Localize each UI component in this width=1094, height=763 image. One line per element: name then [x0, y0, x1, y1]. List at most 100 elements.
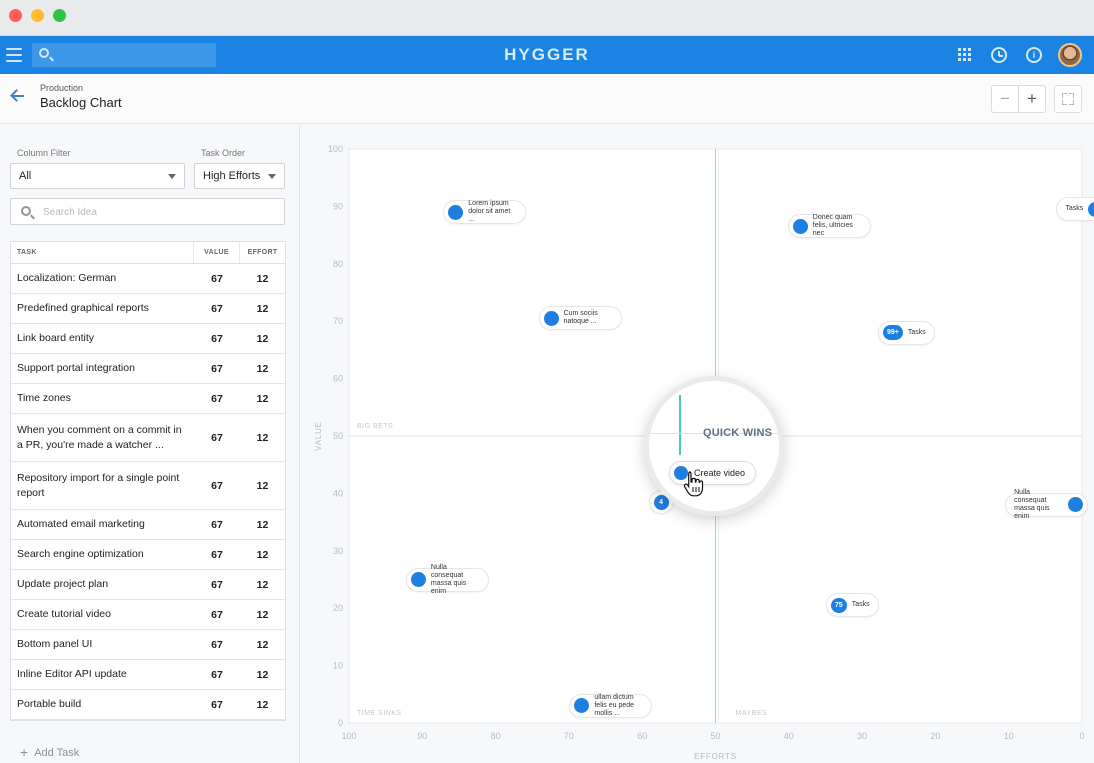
point-label: ullam dictum felis eu pede mollis ... — [594, 693, 635, 717]
back-arrow-icon[interactable] — [10, 88, 26, 104]
task-point — [1068, 497, 1084, 513]
x-tick-label: 50 — [710, 731, 720, 741]
table-row[interactable]: Link board entity 67 12 — [11, 324, 285, 354]
task-name: Update project plan — [17, 578, 109, 590]
task-bubble[interactable]: Lorem ipsum dolor sit amet ... — [443, 200, 527, 225]
add-task-button[interactable]: + Add Task — [20, 744, 79, 760]
task-effort: 12 — [256, 302, 269, 315]
task-bubble[interactable]: Cum sociis natoque ... — [538, 306, 622, 331]
quadrant-label-maybes: MAYBES — [736, 710, 768, 717]
task-order-value: High Efforts — [203, 170, 261, 182]
task-point — [574, 698, 590, 714]
table-row[interactable]: When you comment on a commit in a PR, yo… — [11, 414, 285, 462]
task-point — [674, 466, 688, 480]
clock-icon[interactable] — [991, 47, 1007, 63]
task-group-bubble[interactable]: 75 Tasks — [825, 593, 879, 618]
table-row[interactable]: Update project plan 67 12 — [11, 570, 285, 600]
quadrant-divider-zoomed-h — [649, 433, 779, 434]
task-value: 67 — [211, 479, 223, 492]
task-name: Link board entity — [17, 332, 95, 344]
y-tick-label: 20 — [333, 603, 343, 613]
chevron-down-icon — [168, 174, 176, 179]
table-row[interactable]: Inline Editor API update 67 12 — [11, 660, 285, 690]
y-tick-label: 90 — [333, 201, 343, 211]
task-effort: 12 — [256, 392, 269, 405]
zoom-out-button[interactable]: − — [991, 85, 1019, 113]
zoom-in-button[interactable]: + — [1018, 85, 1046, 113]
task-group-bubble[interactable]: Tasks 8 — [1056, 197, 1094, 222]
task-value: 67 — [211, 392, 223, 405]
page-title: Backlog Chart — [40, 95, 122, 110]
point-label: Nulla consequat massa quis enim — [430, 563, 467, 595]
point-label: Lorem ipsum dolor sit amet ... — [468, 200, 511, 224]
search-idea-field[interactable] — [10, 198, 285, 225]
header-task[interactable]: TASK — [11, 242, 194, 263]
task-order-label: Task Order — [201, 148, 246, 158]
x-tick-label: 10 — [1004, 731, 1014, 741]
task-effort: 12 — [256, 332, 269, 345]
task-effort: 12 — [256, 638, 269, 651]
y-tick-label: 100 — [328, 144, 343, 154]
window-titlebar — [0, 0, 1094, 36]
apps-grid-icon[interactable] — [958, 48, 971, 61]
y-tick-label: 10 — [333, 661, 343, 671]
table-row[interactable]: Bottom panel UI 67 12 — [11, 630, 285, 660]
task-name: Search engine optimization — [17, 548, 144, 560]
search-icon — [21, 206, 31, 216]
breadcrumb[interactable]: Production — [40, 83, 84, 93]
quadrant-label-big-bets: BIG BETS — [357, 423, 393, 430]
table-header: TASK VALUE EFFORT — [11, 242, 285, 264]
close-window-icon[interactable] — [9, 9, 22, 22]
column-filter-label: Column Filter — [17, 148, 71, 158]
table-row[interactable]: Localization: German 67 12 — [11, 264, 285, 294]
table-row[interactable]: Search engine optimization 67 12 — [11, 540, 285, 570]
task-value: 67 — [211, 578, 223, 591]
point-label: Nulla consequat massa quis enim — [1014, 488, 1050, 520]
task-bubble[interactable]: Donec quam felis, ultricies nec — [787, 214, 871, 239]
table-row[interactable]: Time zones 67 12 — [11, 384, 285, 414]
task-bubble[interactable]: Nulla consequat massa quis enim — [1005, 489, 1089, 520]
minimize-window-icon[interactable] — [31, 9, 44, 22]
task-bubble[interactable]: Nulla consequat massa quis enim — [405, 564, 489, 595]
task-effort: 12 — [256, 548, 269, 561]
table-row[interactable]: Predefined graphical reports 67 12 — [11, 294, 285, 324]
task-order-select[interactable]: High Efforts — [194, 163, 285, 189]
task-name: Portable build — [17, 698, 82, 710]
brand-logo[interactable]: HYGGER — [504, 45, 590, 64]
maximize-window-icon[interactable] — [53, 9, 66, 22]
table-row[interactable]: Create tutorial video 67 12 — [11, 600, 285, 630]
header-value[interactable]: VALUE — [194, 242, 240, 263]
task-table: TASK VALUE EFFORT Localization: German 67… — [10, 241, 286, 721]
table-row[interactable]: Support portal integration 67 12 — [11, 354, 285, 384]
table-row[interactable]: Portable build 67 12 — [11, 690, 285, 720]
avatar[interactable] — [1058, 43, 1082, 67]
task-group-bubble[interactable]: 99+ Tasks — [877, 320, 935, 345]
y-tick-label: 30 — [333, 546, 343, 556]
task-value: 67 — [211, 548, 223, 561]
task-point — [410, 572, 426, 587]
task-effort: 12 — [256, 272, 269, 285]
task-group-bubble[interactable]: 4 — [648, 490, 674, 514]
hamburger-icon[interactable] — [6, 48, 22, 62]
task-count-badge: 4 — [653, 494, 669, 510]
y-tick-label: 80 — [333, 259, 343, 269]
task-name: Bottom panel UI — [17, 638, 93, 650]
x-tick-label: 40 — [784, 731, 794, 741]
task-effort: 12 — [256, 431, 269, 444]
table-row[interactable]: Repository import for a single point rep… — [11, 462, 285, 510]
task-value: 67 — [211, 272, 223, 285]
table-row[interactable]: Automated email marketing 67 12 — [11, 510, 285, 540]
info-icon[interactable]: i — [1026, 47, 1042, 63]
column-filter-select[interactable]: All — [10, 163, 185, 189]
highlighted-task-bubble[interactable]: Create video — [669, 461, 757, 485]
expand-icon[interactable] — [1054, 85, 1082, 113]
task-name: Time zones — [17, 392, 71, 404]
point-label: Tasks — [907, 328, 926, 336]
task-bubble[interactable]: ullam dictum felis eu pede mollis ... — [569, 693, 653, 718]
search-idea-input[interactable] — [43, 203, 273, 221]
quadrant-label-time-sinks: TIME SINKS — [357, 710, 402, 717]
global-search-input[interactable] — [32, 43, 216, 67]
task-effort: 12 — [256, 479, 269, 492]
header-effort[interactable]: EFFORT — [247, 249, 278, 256]
task-effort: 12 — [256, 668, 269, 681]
